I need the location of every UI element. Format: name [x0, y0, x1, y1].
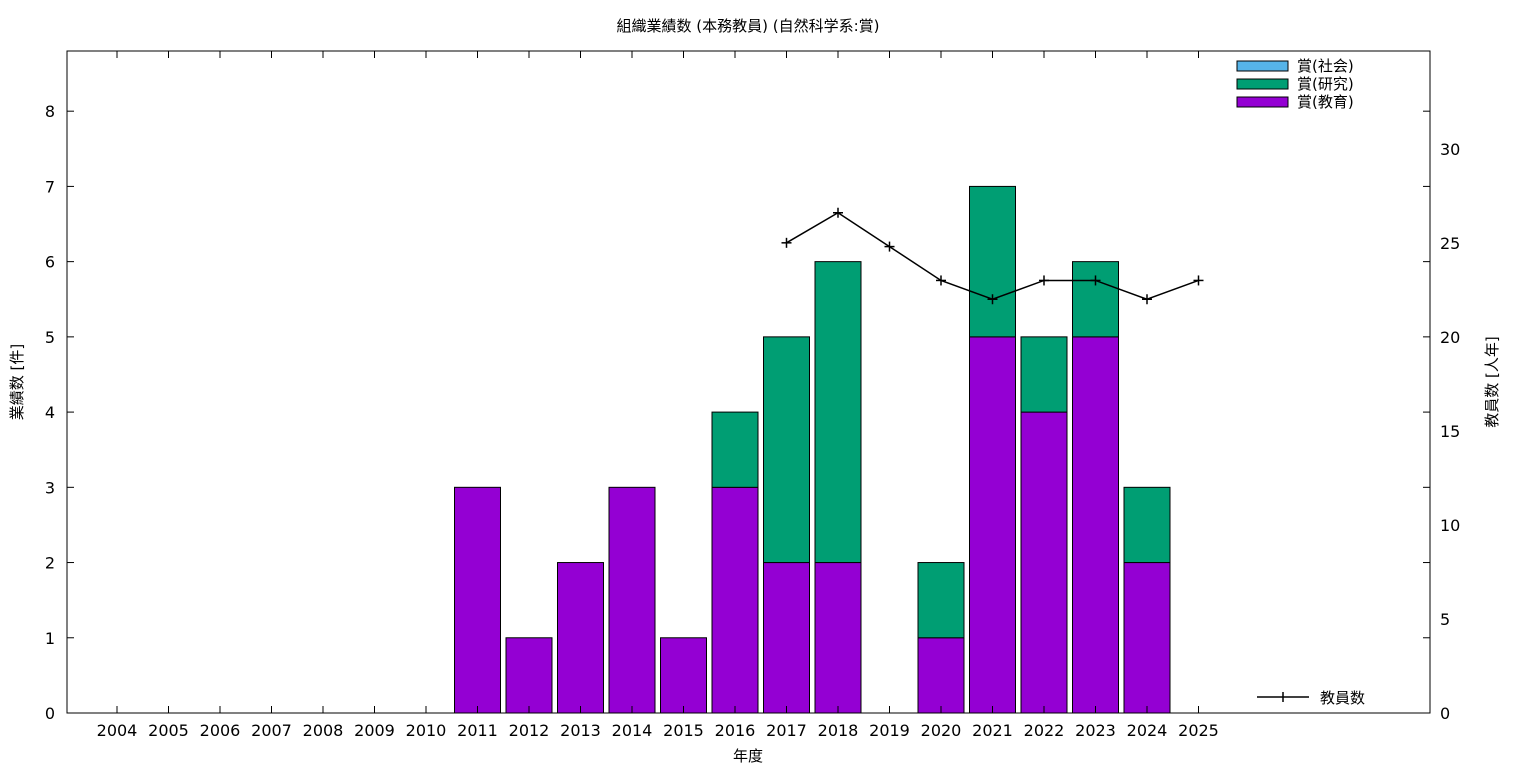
teacher-count-point-2024: [1142, 294, 1152, 305]
y2-tick-label: 10: [1440, 516, 1460, 535]
y2-tick-label: 0: [1440, 704, 1450, 723]
x-tick-label-2016: 2016: [715, 721, 756, 740]
y-tick-label: 5: [45, 328, 55, 347]
x-tick-label-2012: 2012: [509, 721, 550, 740]
legend-swatch-2: [1236, 96, 1289, 108]
y2-tick-label: 15: [1440, 422, 1460, 441]
y-tick-label: 0: [45, 704, 55, 723]
bar-2018-series-0: [814, 562, 862, 714]
bar-2024-series-1: [1123, 486, 1171, 564]
bar-2021-series-1: [969, 185, 1016, 338]
bar-2016-series-1: [711, 411, 759, 488]
y2-tick-label: 30: [1440, 140, 1460, 159]
x-tick-label-2024: 2024: [1127, 721, 1168, 740]
bar-2016-series-0: [711, 486, 759, 714]
x-tick-label-2014: 2014: [612, 721, 653, 740]
bar-2017-series-1: [763, 336, 810, 564]
bar-2013-series-0: [557, 562, 604, 714]
x-tick-label-2008: 2008: [303, 721, 344, 740]
plot-frame: [66, 50, 1431, 714]
y-tick-label: 1: [45, 629, 55, 648]
x-tick-label-2020: 2020: [921, 721, 962, 740]
x-tick-label-2015: 2015: [663, 721, 704, 740]
teacher-count-point-2020: [936, 275, 946, 286]
x-tick-label-2025: 2025: [1178, 721, 1219, 740]
bars-group: [454, 185, 1171, 714]
bar-2020-series-0: [917, 637, 965, 714]
bar-2018-series-1: [814, 261, 862, 564]
x-tick-label-2013: 2013: [560, 721, 601, 740]
bar-2014-series-0: [608, 486, 656, 714]
x-tick-label-2010: 2010: [406, 721, 447, 740]
x-tick-label-2004: 2004: [97, 721, 138, 740]
bar-2023-series-1: [1072, 261, 1119, 338]
legend-label-0: 賞(社会): [1297, 57, 1354, 75]
x-tick-label-2017: 2017: [766, 721, 807, 740]
x-tick-label-2007: 2007: [251, 721, 292, 740]
bar-2023-series-0: [1072, 336, 1119, 714]
teacher-count-point-2017: [781, 237, 792, 248]
y2-tick-label: 20: [1440, 328, 1460, 347]
x-tick-label-2022: 2022: [1024, 721, 1065, 740]
y2-tick-label: 5: [1440, 610, 1450, 629]
x-tick-label-2021: 2021: [972, 721, 1013, 740]
x-tick-label-2023: 2023: [1075, 721, 1116, 740]
bar-2011-series-0: [454, 486, 501, 714]
teacher-count-point-2022: [1039, 275, 1049, 286]
bar-2015-series-0: [660, 637, 707, 714]
x-tick-label-2005: 2005: [148, 721, 189, 740]
teacher-count-line-group: [781, 207, 1204, 305]
y-tick-label: 7: [45, 177, 55, 196]
y-tick-label: 4: [45, 403, 55, 422]
legend-swatch-0: [1236, 60, 1289, 72]
legend-line-label: 教員数: [1320, 689, 1365, 707]
teacher-count-point-2019: [884, 241, 895, 252]
bar-2022-series-1: [1020, 336, 1068, 413]
y-tick-label: 6: [45, 253, 55, 272]
y-tick-label: 8: [45, 102, 55, 121]
y2-axis-label: 教員数 [人年]: [1483, 336, 1501, 427]
bar-2017-series-0: [763, 562, 810, 714]
teacher-count-point-2023: [1090, 275, 1101, 286]
bar-2021-series-0: [969, 336, 1016, 714]
teacher-count-point-2021: [987, 294, 998, 305]
legend: 賞(社会)賞(研究)賞(教育) 教員数: [1236, 57, 1365, 707]
bar-2020-series-1: [917, 562, 965, 639]
x-tick-label-2011: 2011: [457, 721, 498, 740]
legend-label-1: 賞(研究): [1297, 75, 1354, 93]
x-tick-label-2019: 2019: [869, 721, 910, 740]
x-axis-label: 年度: [733, 747, 763, 765]
x-tick-label-2009: 2009: [354, 721, 395, 740]
y-axis-label: 業績数 [件]: [8, 344, 26, 420]
bar-2024-series-0: [1123, 562, 1171, 714]
teacher-count-point-2018: [833, 207, 843, 218]
teacher-count-point-2025: [1193, 275, 1204, 286]
legend-label-2: 賞(教育): [1297, 93, 1354, 111]
y-tick-label: 3: [45, 478, 55, 497]
y2-tick-label: 25: [1440, 234, 1460, 253]
chart-title: 組織業績数 (本務教員) (自然科学系:賞): [617, 17, 880, 35]
y-tick-label: 2: [45, 554, 55, 573]
x-tick-label-2006: 2006: [200, 721, 241, 740]
bar-2012-series-0: [505, 637, 553, 714]
legend-swatch-1: [1236, 78, 1289, 90]
x-tick-label-2018: 2018: [818, 721, 859, 740]
bar-2022-series-0: [1020, 411, 1068, 714]
